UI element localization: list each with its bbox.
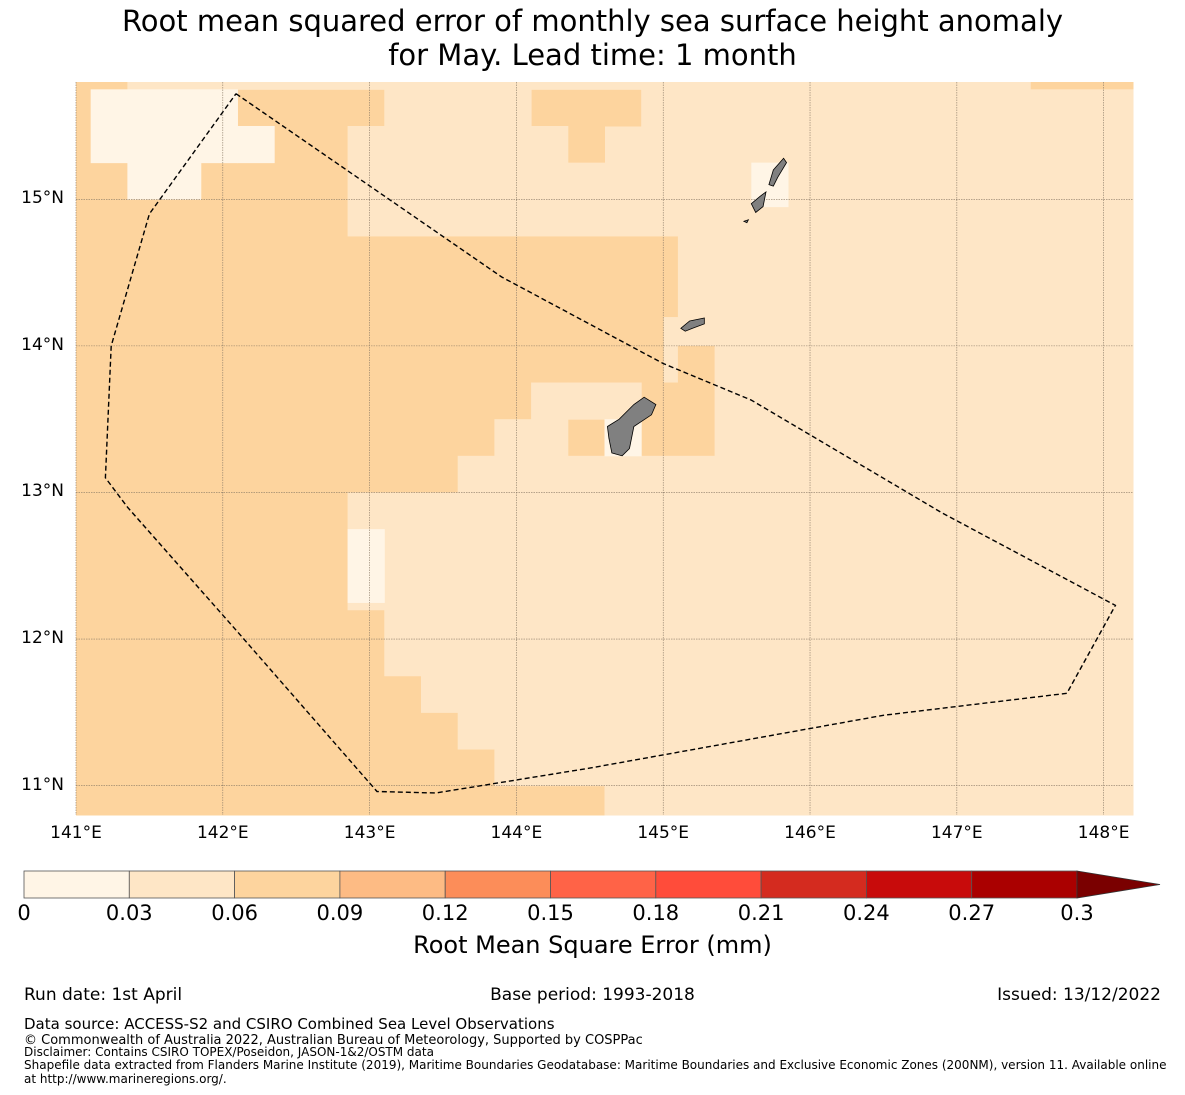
heatmap-cell — [604, 785, 664, 816]
issued-date: Issued: 13/12/2022 — [997, 985, 1161, 1005]
map-title: Root mean squared error of monthly sea s… — [0, 4, 1185, 72]
base-period: Base period: 1993-2018 — [490, 985, 695, 1005]
island-shape — [607, 396, 657, 457]
data-source: Data source: ACCESS-S2 and CSIRO Combine… — [24, 1015, 555, 1033]
island-shape — [768, 157, 788, 187]
heatmap-cell — [663, 455, 1134, 816]
shapefile-credit: Shapefile data extracted from Flanders M… — [24, 1058, 1167, 1086]
colorbar-swatch — [655, 870, 762, 899]
heatmap-cell — [531, 382, 569, 420]
colorbar-tick-label: 0.06 — [211, 901, 258, 925]
heatmap-cell — [347, 125, 569, 237]
heatmap-cell — [347, 492, 664, 611]
heatmap-cell — [641, 82, 679, 164]
eez-boundary — [104, 93, 1117, 794]
heatmap-cell — [237, 125, 275, 164]
heatmap-cell — [457, 712, 664, 750]
run-date: Run date: 1st April — [24, 985, 183, 1005]
heatmap-cell — [494, 419, 569, 457]
land-masses — [607, 157, 788, 457]
colorbar-swatch — [866, 870, 973, 899]
lat-tick-label: 15°N — [21, 188, 64, 209]
heatmap-cell — [127, 162, 202, 200]
heatmap-cell — [127, 82, 1031, 90]
colorbar-tick-label: 0.12 — [421, 901, 469, 925]
heatmap-cell — [347, 529, 385, 603]
heatmap-cell — [567, 235, 679, 318]
colorbar-label: Root Mean Square Error (mm) — [413, 931, 772, 959]
colorbar-swatch — [128, 870, 236, 899]
lat-tick-label: 13°N — [21, 481, 64, 502]
colorbar-tick-label: 0.27 — [948, 901, 996, 925]
heatmap-cell — [494, 749, 664, 787]
colorbar-tick-label: 0.15 — [527, 901, 574, 925]
heatmap-cell — [1030, 82, 1134, 90]
heatmap-cell — [310, 89, 385, 127]
lon-tick-label: 144°E — [490, 823, 543, 843]
copyright-notice: © Commonwealth of Australia 2022, Austra… — [24, 1033, 643, 1048]
colorbar-tick-label: 0.18 — [632, 901, 680, 925]
lat-tick-label: 11°N — [21, 774, 64, 795]
graticule — [75, 82, 1133, 815]
lon-tick-label: 146°E — [784, 823, 836, 843]
colorbar-swatch — [23, 870, 130, 899]
colorbar-tick-label: 0.3 — [1060, 901, 1094, 925]
lat-tick-label: 12°N — [21, 628, 64, 649]
colorbar-swatch — [971, 870, 1078, 899]
colorbar-swatch — [550, 870, 657, 899]
lon-tick-label: 147°E — [930, 823, 983, 843]
colorbar-swatch — [444, 870, 551, 899]
lat-tick-label: 14°N — [21, 334, 64, 355]
heatmap-cell — [420, 675, 664, 713]
colorbar-tick-label: 0.24 — [843, 901, 890, 925]
disclaimer: Disclaimer: Contains CSIRO TOPEX/Poseido… — [24, 1045, 434, 1059]
lon-tick-label: 143°E — [343, 823, 396, 843]
heatmap-cell — [567, 125, 605, 164]
heatmap-cell — [76, 82, 128, 90]
heatmap-cell — [714, 316, 1134, 457]
title-line-1: Root mean squared error of monthly sea s… — [121, 4, 1064, 38]
colorbar-swatch — [339, 870, 446, 899]
colorbar-tick-label: 0.21 — [737, 901, 785, 925]
colorbar-tick-label: 0.03 — [105, 901, 153, 925]
heatmap-cell — [457, 455, 664, 493]
colorbar-extend-arrow — [1076, 870, 1161, 899]
lon-tick-label: 142°E — [196, 823, 249, 843]
lon-tick-label: 145°E — [637, 823, 690, 843]
island-shape — [742, 219, 750, 224]
heatmap-cell — [677, 345, 716, 457]
lon-tick-label: 141°E — [50, 823, 102, 843]
island-shape — [680, 317, 705, 332]
colorbar-swatch — [760, 870, 867, 899]
colorbar-tick-label: 0.09 — [316, 901, 364, 925]
heatmap-cell — [90, 89, 238, 164]
colorbar-tick-label: 0 — [17, 901, 31, 925]
colorbar-swatch — [234, 870, 341, 899]
island-shape — [750, 191, 767, 214]
title-line-2: for May. Lead time: 1 month — [388, 38, 797, 72]
heatmap-cell — [384, 609, 664, 677]
lon-tick-label: 148°E — [1077, 823, 1130, 843]
heatmap-cell — [384, 89, 532, 127]
